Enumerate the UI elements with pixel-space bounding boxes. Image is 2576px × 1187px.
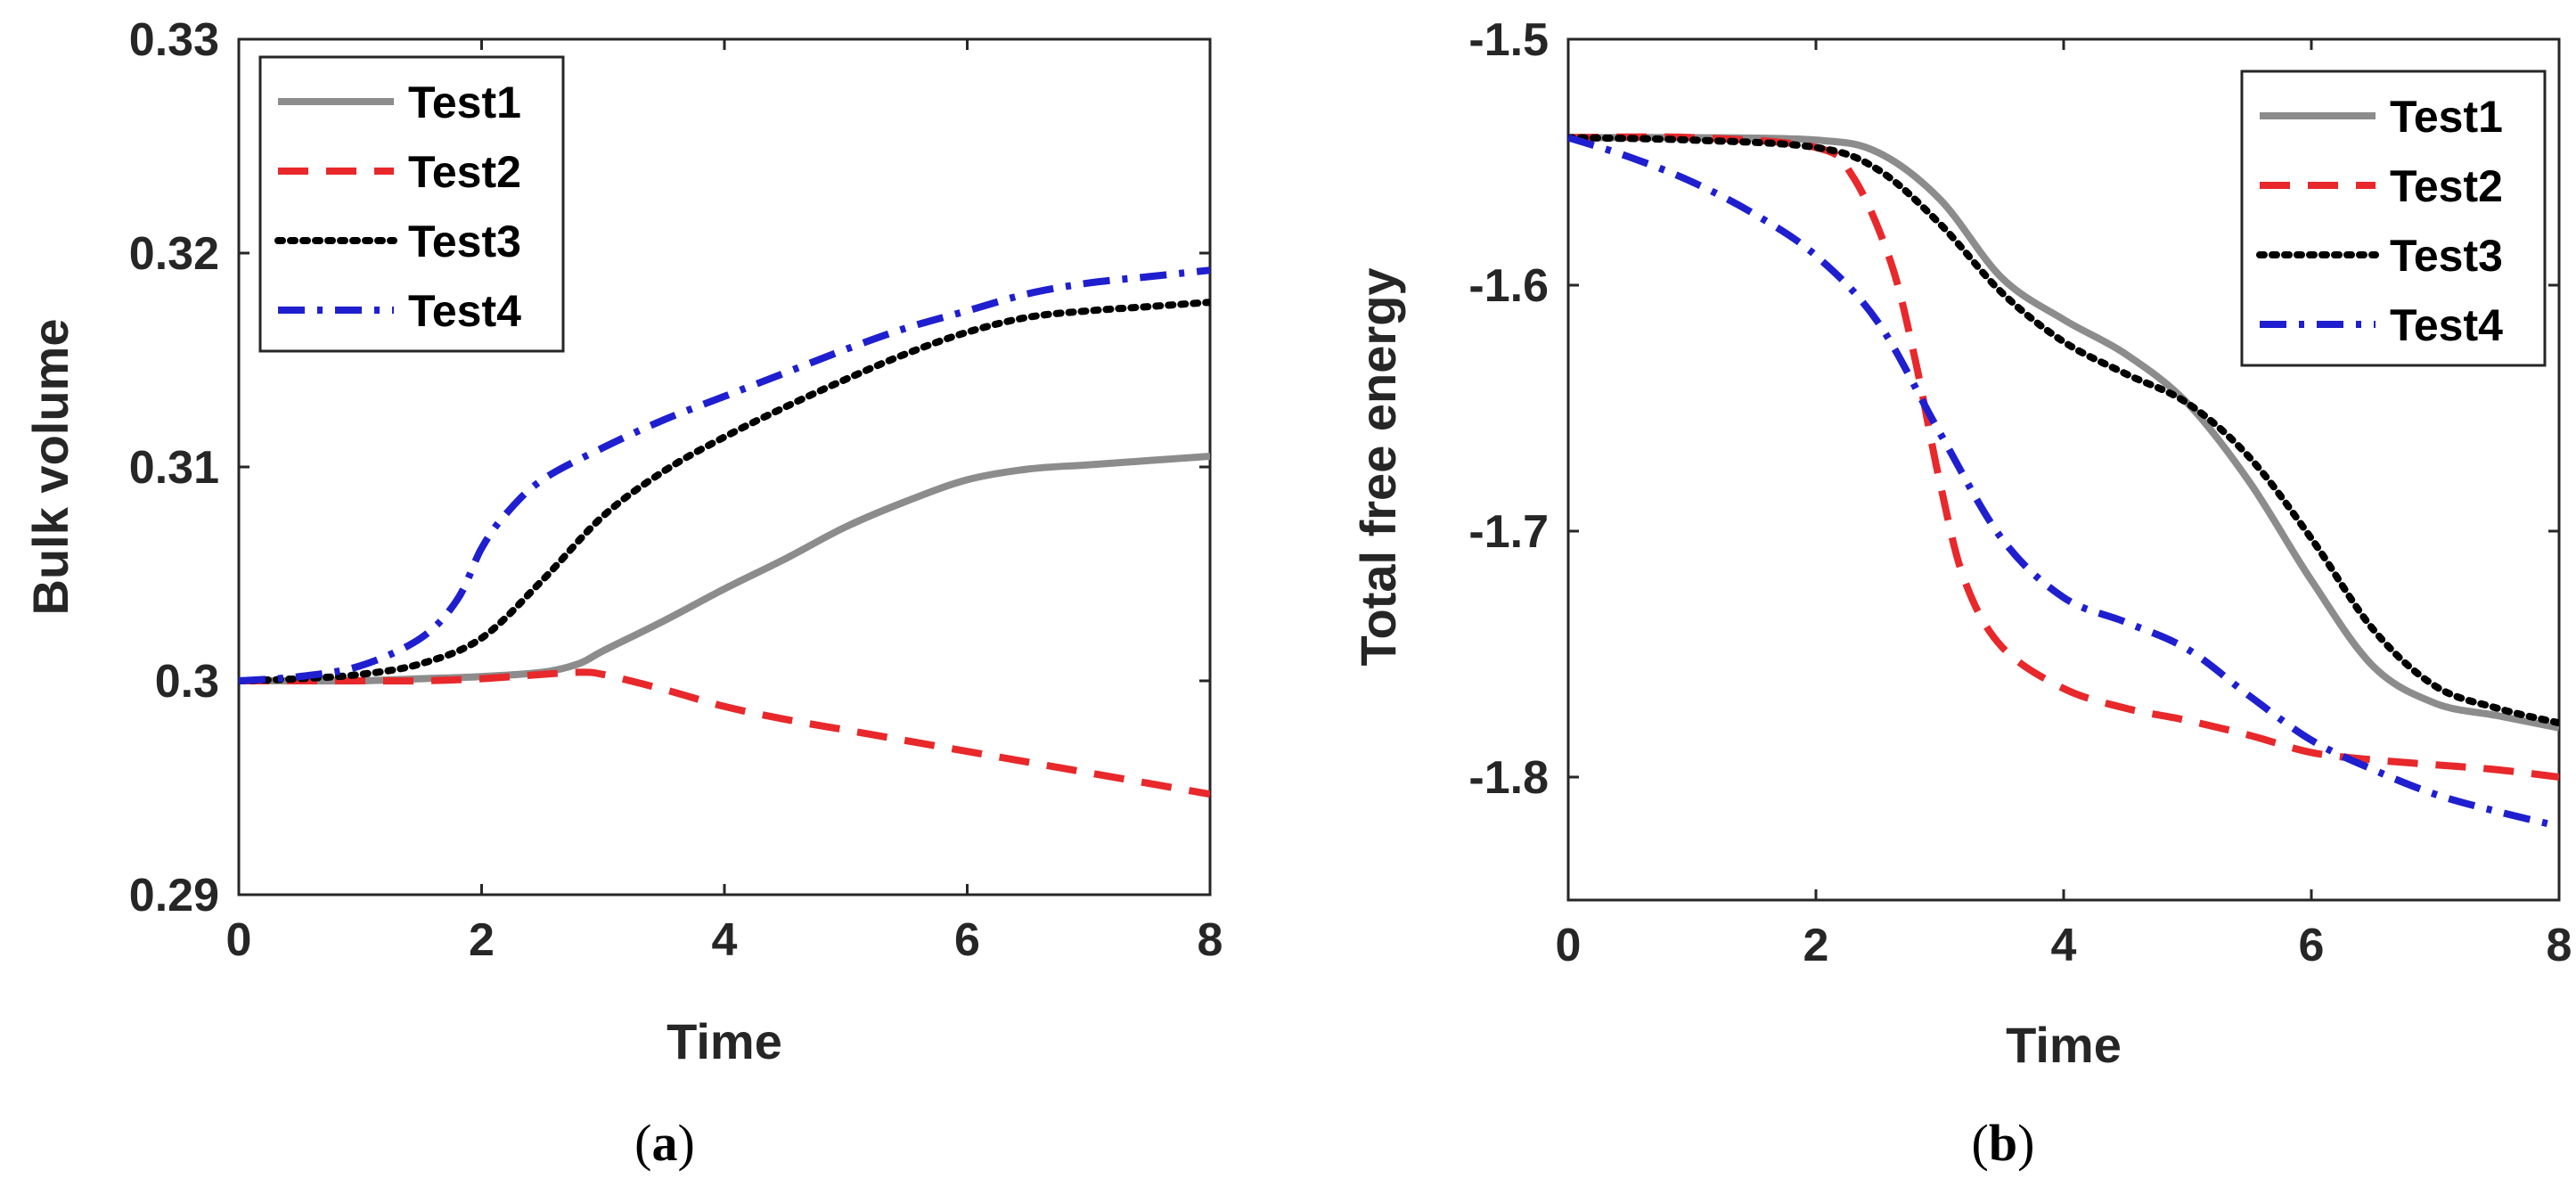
y-tick-label-b: -1.7 <box>1468 506 1549 558</box>
series-line-test3-b <box>1568 134 2559 727</box>
chart-panel-b: 0 2 4 6 8 -1.8 -1.7 -1.6 -1.5 Time Total free en… <box>1350 14 2572 1172</box>
x-tick-label-b: 6 <box>2299 920 2325 971</box>
caption-close-a: ) <box>678 1114 695 1172</box>
x-tick-label-a: 2 <box>469 914 495 966</box>
y-tick-label-a: 0.31 <box>129 442 219 494</box>
legend-label-test2-a: Test2 <box>408 147 521 197</box>
series-line-test1-b <box>1568 134 2559 732</box>
caption-letter-b: b <box>1989 1114 2017 1172</box>
series-group-b <box>1568 133 2559 831</box>
y-tick-label-a: 0.33 <box>129 14 219 66</box>
series-line-test1-a <box>239 453 1210 685</box>
legend-label-test4-b: Test4 <box>2390 300 2503 350</box>
series-line-test4-b <box>1568 134 2559 831</box>
y-tick-label-a: 0.3 <box>155 656 219 708</box>
y-tick-label-b: -1.5 <box>1468 14 1549 66</box>
chart-panel-a: 0 2 4 6 8 0.29 0.3 0.31 0.32 0.33 Time Bulk volum… <box>22 14 1223 1172</box>
x-tick-label-a: 8 <box>1198 914 1223 966</box>
legend-label-test4-a: Test4 <box>408 286 521 336</box>
x-tick-label-a: 6 <box>954 914 980 966</box>
y-tick-label-a: 0.32 <box>129 228 219 280</box>
series-line-test2-a <box>239 668 1210 798</box>
legend-b: Test1 Test2 Test3 Test4 <box>2240 70 2547 367</box>
x-tick-label-b: 4 <box>2051 920 2077 971</box>
legend-a: Test1 Test2 Test3 Test4 <box>258 55 565 353</box>
caption-a: (a) <box>634 1114 695 1172</box>
legend-label-test2-b: Test2 <box>2390 161 2503 211</box>
series-line-test3-a <box>239 299 1210 684</box>
legend-label-test1-b: Test1 <box>2390 92 2503 142</box>
caption-b: (b) <box>1972 1114 2035 1172</box>
x-tick-label-b: 8 <box>2547 920 2572 971</box>
x-axis-label-b: Time <box>2006 1017 2122 1073</box>
series-group-a <box>239 266 1210 798</box>
x-axis-label-a: Time <box>666 1013 782 1069</box>
x-tick-label-b: 0 <box>1556 920 1582 971</box>
legend-label-test3-b: Test3 <box>2390 231 2503 281</box>
legend-label-test3-a: Test3 <box>408 217 521 266</box>
y-tick-label-a: 0.29 <box>129 870 219 921</box>
caption-open-a: ( <box>634 1114 651 1172</box>
axis-ticks-a: 0 2 4 6 8 0.29 0.3 0.31 0.32 0.33 <box>129 14 1223 966</box>
series-line-test2-b <box>1568 133 2559 781</box>
y-tick-label-b: -1.8 <box>1468 752 1549 804</box>
x-tick-label-a: 0 <box>226 914 252 966</box>
legend-label-test1-a: Test1 <box>408 78 521 127</box>
legend-box-a <box>258 55 565 353</box>
caption-close-b: ) <box>2017 1114 2034 1172</box>
axis-ticks-b: 0 2 4 6 8 -1.8 -1.7 -1.6 -1.5 <box>1468 14 2572 971</box>
series-line-test4-a <box>239 266 1210 684</box>
caption-letter-a: a <box>652 1114 678 1172</box>
legend-box-b <box>2240 70 2547 367</box>
x-tick-label-a: 4 <box>712 914 738 966</box>
y-axis-label-a: Bulk volume <box>22 319 78 616</box>
y-axis-label-b: Total free energy <box>1350 267 1406 666</box>
y-tick-label-b: -1.6 <box>1468 260 1549 312</box>
caption-open-b: ( <box>1972 1114 1989 1172</box>
x-tick-label-b: 2 <box>1803 920 1829 971</box>
